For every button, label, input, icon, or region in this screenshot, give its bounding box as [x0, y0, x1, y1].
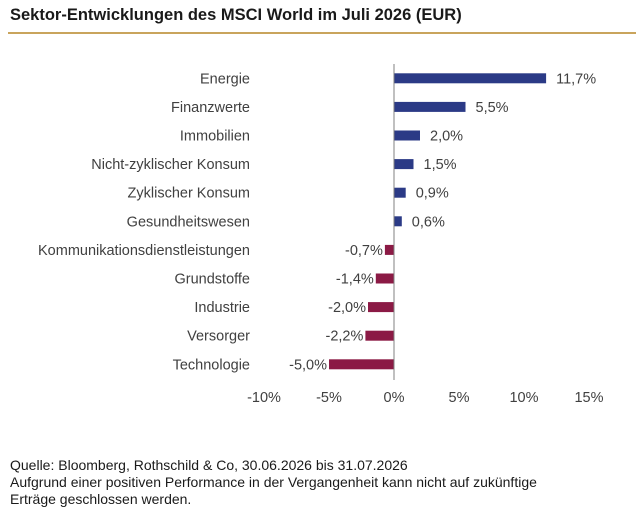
value-label: 5,5%: [476, 100, 509, 116]
category-label: Zyklischer Konsum: [128, 186, 250, 202]
category-label: Immobilien: [180, 129, 250, 145]
value-label: -2,0%: [328, 300, 366, 316]
disclaimer-line-1: Aufgrund einer positiven Performance in …: [10, 474, 537, 490]
category-label: Energie: [200, 71, 250, 87]
title-divider: [8, 32, 636, 34]
x-tick-label: 0%: [384, 390, 405, 406]
x-tick-label: 15%: [574, 390, 603, 406]
value-label: 0,9%: [416, 186, 449, 202]
value-label: 11,7%: [556, 71, 596, 87]
value-label: 1,5%: [424, 157, 457, 173]
x-axis-ticks: -10% -5% 0% 5% 10% 15%: [247, 390, 604, 406]
bar-industrie: [368, 302, 394, 313]
category-label: Industrie: [194, 300, 250, 316]
value-label: 0,6%: [412, 214, 445, 230]
bar-immobilien: [394, 130, 420, 141]
footer-notes: Quelle: Bloomberg, Rothschild & Co, 30.0…: [10, 457, 630, 508]
bar-nicht-zyklischer-konsum: [394, 159, 414, 170]
category-label: Finanzwerte: [171, 100, 250, 116]
bar-energie: [394, 73, 547, 84]
bar-finanzwerte: [394, 101, 466, 112]
category-label: Grundstoffe: [174, 272, 250, 288]
bar-gesundheitswesen: [394, 216, 402, 227]
value-label: -2,2%: [326, 329, 364, 345]
bar-chart: Energie Finanzwerte Immobilien Nicht-zyklis…: [38, 64, 604, 406]
category-label: Kommunikationsdienstleistungen: [38, 243, 250, 259]
bar-technologie: [329, 359, 394, 370]
value-label: -1,4%: [336, 272, 374, 288]
bars-group: [329, 73, 547, 370]
category-label: Technologie: [173, 357, 250, 373]
bar-kommunikationsdienstleistungen: [384, 244, 394, 255]
disclaimer-line-2: Erträge geschlossen werden.: [10, 491, 192, 507]
x-tick-label: -5%: [316, 390, 342, 406]
value-label: -0,7%: [345, 243, 383, 259]
x-tick-label: 10%: [509, 390, 538, 406]
category-label: Nicht-zyklischer Konsum: [91, 157, 250, 173]
category-labels: Energie Finanzwerte Immobilien Nicht-zyklis…: [38, 71, 250, 373]
value-label: -5,0%: [289, 357, 327, 373]
value-labels: 11,7% 5,5% 2,0% 1,5% 0,9% 0,6% -0,7% -1,4% -2,0%…: [289, 71, 596, 373]
x-tick-label: -10%: [247, 390, 281, 406]
source-note: Quelle: Bloomberg, Rothschild & Co, 30.0…: [10, 457, 408, 473]
bar-zyklischer-konsum: [394, 187, 406, 198]
value-label: 2,0%: [430, 129, 463, 145]
category-label: Gesundheitswesen: [127, 214, 250, 230]
chart-title: Sektor-Entwicklungen des MSCI World im J…: [10, 6, 462, 24]
x-tick-label: 5%: [449, 390, 470, 406]
category-label: Versorger: [187, 329, 250, 345]
bar-versorger: [365, 330, 394, 341]
bar-grundstoffe: [375, 273, 394, 284]
